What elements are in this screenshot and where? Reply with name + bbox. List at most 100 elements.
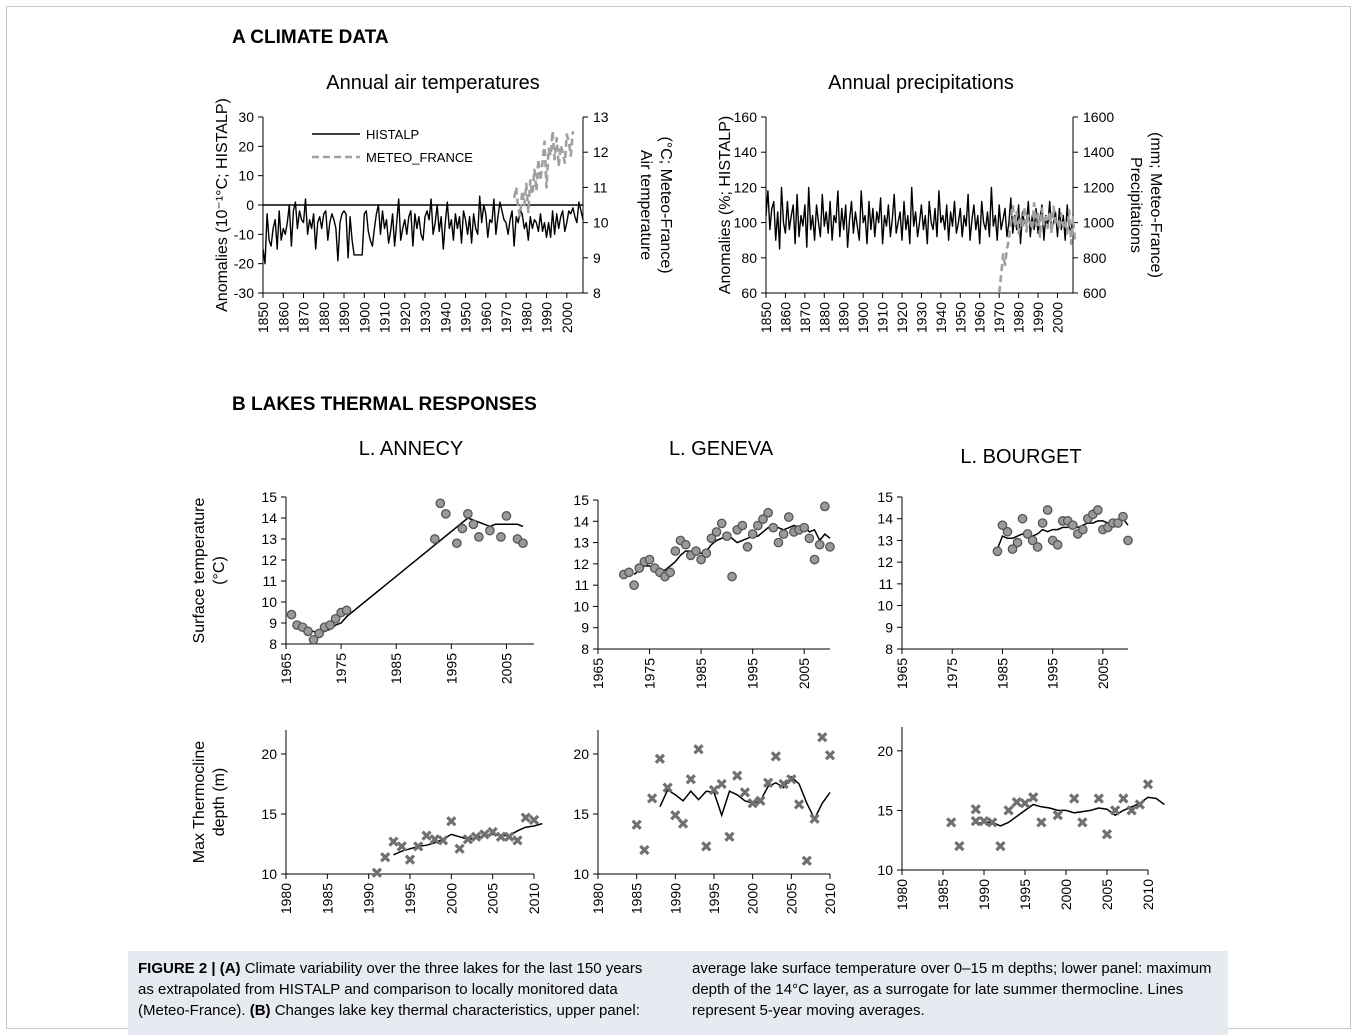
legend-label: HISTALP [366,127,419,142]
y2-tick-label: 1200 [1083,179,1114,195]
data-point-marker [773,537,784,548]
y2-axis-label: Air temperature [637,150,654,260]
caption-left-column: FIGURE 2 | (A) Climate variability over … [138,958,658,1021]
y-tick-label: 60 [741,285,757,301]
x-tick-label: 1975 [333,653,349,684]
y-tick-label: 9 [581,620,589,636]
data-point-x-marker [724,831,735,842]
data-point-x-marker [380,852,391,863]
data-point-x-marker [647,793,658,804]
data-point-marker [670,546,681,556]
data-point-x-marker [662,782,673,793]
y-tick-label: 8 [269,636,277,652]
y2-tick-label: 11 [593,179,608,195]
data-point-x-marker [809,813,820,824]
data-point-marker [1042,505,1053,515]
caption-a-text: Climate variability over the three lakes… [138,960,643,1019]
data-point-marker [1118,511,1128,522]
x-tick-label: 1890 [336,302,352,333]
x-tick-label: 2005 [485,883,501,914]
x-tick-label: 1990 [976,879,992,910]
data-point-marker [440,508,451,519]
y-tick-label: 10 [573,866,589,882]
data-point-marker [457,523,468,534]
data-point-marker [701,548,712,559]
y-tick-label: 8 [885,641,893,657]
x-tick-label: 1930 [913,302,929,333]
data-point-x-marker [755,795,766,806]
y-tick-label: 9 [885,619,893,635]
x-tick-label: 1980 [278,883,294,914]
data-point-marker [742,541,753,552]
data-point-marker [737,520,748,531]
data-point-marker [783,512,794,522]
x-tick-label: 2000 [443,883,459,914]
charts-layer: Annual air temperatures -30 -20 -10 0 10 20 30 8… [191,72,1165,914]
y-tick-label: -30 [234,285,254,301]
data-point-marker [752,520,763,531]
y-tick-label: 15 [877,802,893,818]
x-tick-label: 1985 [935,879,951,910]
data-point-marker [624,567,634,578]
data-point-marker [819,501,830,512]
data-point-x-marker [739,787,751,798]
data-point-x-marker [396,841,407,852]
data-point-x-marker [471,831,482,842]
x-tick-label: 1985 [994,658,1010,689]
y-axis-label: Anomalies (10⁻¹°C; HISTALP) [214,98,231,312]
data-point-x-marker [670,810,681,821]
x-tick-label: 1880 [816,302,832,333]
data-point-x-marker [978,816,990,827]
data-point-marker [435,498,446,509]
x-tick-label: 1960 [972,302,988,333]
x-tick-label: 1880 [316,302,332,333]
y-tick-label: 13 [877,532,893,548]
data-point-x-marker [454,843,465,854]
x-tick-label: 1900 [356,302,372,333]
series-line-meteo-france [512,129,575,217]
y2-axis-label: (°C; Meteo-France) [657,136,674,273]
data-point-x-marker [732,770,743,781]
data-point-marker [997,520,1008,531]
data-point-marker [468,519,479,530]
data-point-marker [1027,535,1038,546]
y-axis-label: (°C) [211,556,228,585]
y-axis-label: Anomalies (%; HISTALP) [717,116,734,294]
x-tick-label: 2010 [1140,879,1156,910]
x-tick-label: 1980 [590,883,606,914]
y-tick-label: 160 [734,109,758,125]
data-point-x-marker [512,835,523,846]
caption-b-tag: (B) [249,1002,271,1019]
data-point-x-marker [1036,817,1047,828]
data-point-marker [696,554,706,565]
data-point-marker [825,541,835,552]
data-point-x-marker [801,855,812,866]
y-tick-label: 100 [734,215,758,231]
data-point-x-marker [817,732,828,743]
data-point-marker [680,539,691,550]
y-tick-label: 0 [246,197,254,213]
x-tick-label: 1990 [361,883,377,914]
data-point-x-marker [479,829,490,840]
y-tick-label: 15 [573,806,589,822]
figure-caption: FIGURE 2 | (A) Climate variability over … [128,951,1228,1035]
data-point-x-marker [388,836,399,847]
y-tick-label: 10 [261,594,277,610]
data-point-marker [691,546,701,556]
data-point-marker [763,507,773,518]
data-point-x-marker [1093,793,1104,804]
y-tick-label: 12 [877,554,893,570]
data-point-marker [711,527,722,537]
x-tick-label: 1940 [933,302,949,333]
moving-average-line [996,517,1129,550]
x-tick-label: 1990 [539,302,555,333]
caption-label: FIGURE 2 | [138,960,216,977]
data-point-x-marker [404,854,416,865]
data-point-marker [1123,535,1133,546]
data-point-marker [634,563,645,573]
data-point-x-marker [677,818,689,829]
lake-title: L. ANNECY [359,438,463,460]
y2-tick-label: 1400 [1083,144,1114,160]
data-point-x-marker [1069,793,1080,804]
x-tick-label: 1850 [255,302,271,333]
